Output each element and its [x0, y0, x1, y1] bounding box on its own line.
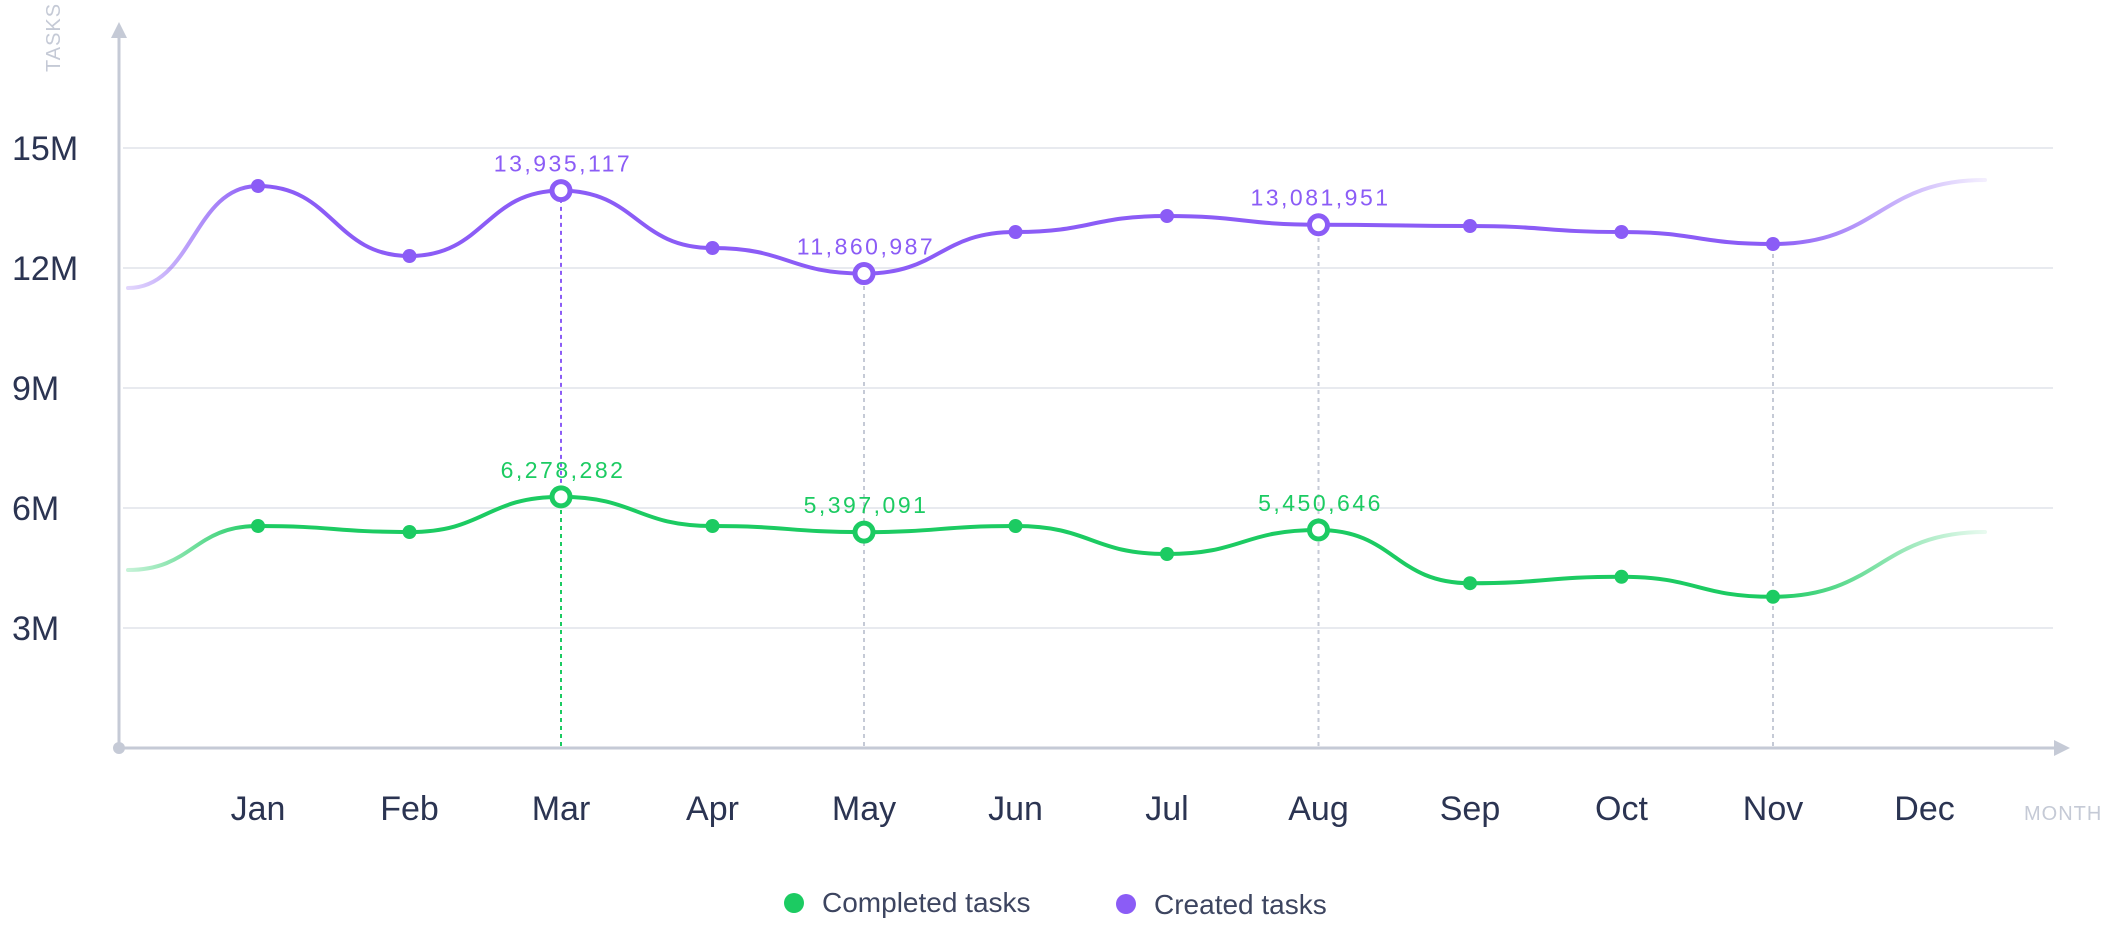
x-tick-label-jun: Jun	[988, 790, 1043, 828]
data-point-created-tasks-jan	[251, 179, 265, 193]
data-labels: 6,278,282 5,397,091 5,450,646 13,935,117 11,…	[494, 151, 1390, 519]
x-tick-label-jan: Jan	[231, 790, 286, 828]
data-label-completed-tasks-mar: 6,278,282	[501, 457, 626, 483]
x-tick-label-oct: Oct	[1595, 790, 1648, 828]
guide-lines	[560, 190, 1774, 746]
axis-origin-dot	[113, 742, 125, 754]
data-point-created-tasks-apr	[705, 241, 720, 255]
x-tick-label-jul: Jul	[1145, 790, 1188, 828]
x-tick-label-mar: Mar	[532, 790, 591, 828]
data-point-completed-tasks-aug	[1307, 518, 1330, 542]
x-tick-label-apr: Apr	[686, 790, 739, 828]
data-point-completed-tasks-mar	[549, 485, 573, 509]
y-tick-label-6M: 6M	[12, 490, 59, 528]
series-trail-start-created-tasks	[126, 184, 260, 290]
legend-item-created[interactable]: Created tasks	[1116, 889, 1327, 920]
data-point-created-tasks-jul	[1160, 209, 1174, 223]
data-point-created-tasks-sep	[1463, 219, 1477, 233]
x-tick-labels: Jan Feb Mar Apr May Jun Jul Aug Sep Oct Nov Dec	[231, 790, 1955, 828]
data-point-created-tasks-feb	[402, 249, 417, 263]
series-lines	[126, 178, 1987, 599]
legend-swatch-completed	[784, 893, 804, 913]
series-line-completed-tasks	[256, 494, 1775, 599]
series-trail-end-created-tasks	[1771, 178, 1987, 246]
data-point-completed-tasks-jul	[1160, 547, 1174, 561]
data-point-created-tasks-jun	[1008, 225, 1023, 239]
x-tick-label-dec: Dec	[1894, 790, 1954, 828]
y-axis-title: TASKS	[43, 3, 65, 72]
x-tick-label-sep: Sep	[1440, 790, 1501, 828]
data-point-completed-tasks-feb	[402, 525, 417, 539]
legend: Completed tasks Created tasks	[784, 887, 1327, 920]
data-point-completed-tasks-nov	[1766, 589, 1780, 604]
x-axis-title: MONTH	[2024, 803, 2102, 825]
data-point-completed-tasks-sep	[1463, 576, 1477, 591]
data-point-completed-tasks-jun	[1008, 519, 1023, 533]
x-axis-arrow	[2054, 740, 2070, 756]
x-tick-label-aug: Aug	[1288, 790, 1349, 828]
y-tick-label-15M: 15M	[12, 130, 78, 168]
series-points	[251, 179, 1780, 604]
data-point-created-tasks-mar	[549, 179, 573, 203]
data-point-completed-tasks-oct	[1614, 569, 1629, 584]
x-tick-label-may: May	[832, 790, 896, 828]
data-point-created-tasks-aug	[1307, 213, 1330, 237]
data-label-created-tasks-mar: 13,935,117	[494, 151, 632, 177]
y-tick-label-3M: 3M	[12, 610, 59, 648]
data-label-created-tasks-may: 11,860,987	[797, 234, 935, 260]
data-point-created-tasks-may	[852, 262, 876, 286]
y-tick-labels: 15M 12M 9M 6M 3M	[12, 130, 78, 648]
data-point-completed-tasks-jan	[251, 519, 265, 533]
grid-lines	[123, 147, 2053, 629]
data-label-created-tasks-aug: 13,081,951	[1250, 185, 1390, 211]
y-tick-label-9M: 9M	[12, 370, 59, 408]
legend-item-completed[interactable]: Completed tasks	[784, 887, 1031, 918]
series-line-created-tasks	[256, 184, 1775, 276]
x-tick-label-feb: Feb	[380, 790, 439, 828]
y-tick-label-12M: 12M	[12, 250, 78, 288]
axes	[111, 22, 2070, 756]
legend-swatch-created	[1116, 894, 1136, 914]
series-trail-end-completed-tasks	[1771, 530, 1987, 599]
data-point-completed-tasks-may	[852, 520, 876, 544]
data-point-created-tasks-nov	[1766, 237, 1780, 251]
y-axis-arrow	[111, 22, 127, 38]
legend-label-created: Created tasks	[1154, 889, 1327, 920]
series-trail-start-completed-tasks	[126, 524, 260, 572]
data-point-completed-tasks-apr	[705, 519, 720, 533]
data-label-completed-tasks-aug: 5,450,646	[1258, 490, 1383, 516]
data-point-created-tasks-oct	[1614, 225, 1629, 239]
data-label-completed-tasks-may: 5,397,091	[804, 492, 929, 518]
x-tick-label-nov: Nov	[1743, 790, 1803, 828]
legend-label-completed: Completed tasks	[822, 887, 1031, 918]
